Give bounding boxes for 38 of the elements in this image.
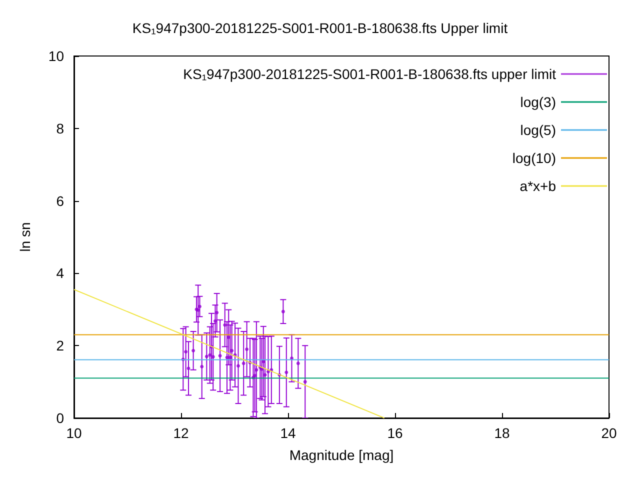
x-tick-label: 12: [173, 425, 189, 441]
point: [296, 362, 300, 366]
y-axis-title: ln sn: [17, 222, 33, 252]
point: [204, 354, 208, 358]
point: [192, 348, 196, 352]
x-tick-label: 10: [66, 425, 82, 441]
x-tick-label: 18: [494, 425, 510, 441]
point: [218, 354, 222, 358]
point: [254, 368, 258, 372]
point: [284, 370, 288, 374]
legend-label: a*x+b: [520, 178, 556, 194]
y-tick-label: 10: [48, 48, 64, 64]
point: [281, 310, 285, 314]
x-tick-label: 16: [387, 425, 403, 441]
chart-title: KS₁947p300-20181225-S001-R001-B-180638.fts Upper limit: [132, 20, 508, 36]
y-tick-label: 8: [56, 120, 64, 136]
point: [236, 364, 240, 368]
point: [200, 364, 204, 368]
y-tick-label: 0: [56, 410, 64, 426]
point: [230, 348, 234, 352]
point: [303, 380, 307, 384]
legend-label: log(3): [520, 94, 556, 110]
x-tick-label: 20: [601, 425, 617, 441]
y-tick-label: 4: [56, 265, 64, 282]
point: [186, 366, 190, 370]
legend-label: log(10): [512, 150, 556, 166]
point: [215, 310, 219, 314]
point: [184, 350, 188, 354]
y-tick-label: 2: [56, 338, 64, 354]
x-axis-title: Magnitude [mag]: [289, 447, 394, 463]
x-tick-label: 14: [280, 425, 296, 441]
point: [223, 323, 227, 327]
legend-label: log(5): [520, 122, 556, 138]
point: [245, 347, 249, 351]
point: [242, 362, 246, 366]
y-tick-label: 6: [56, 192, 64, 209]
point: [213, 319, 217, 323]
legend-label: KS₁947p300-20181225-S001-R001-B-180638.fts upper limit: [183, 66, 556, 82]
